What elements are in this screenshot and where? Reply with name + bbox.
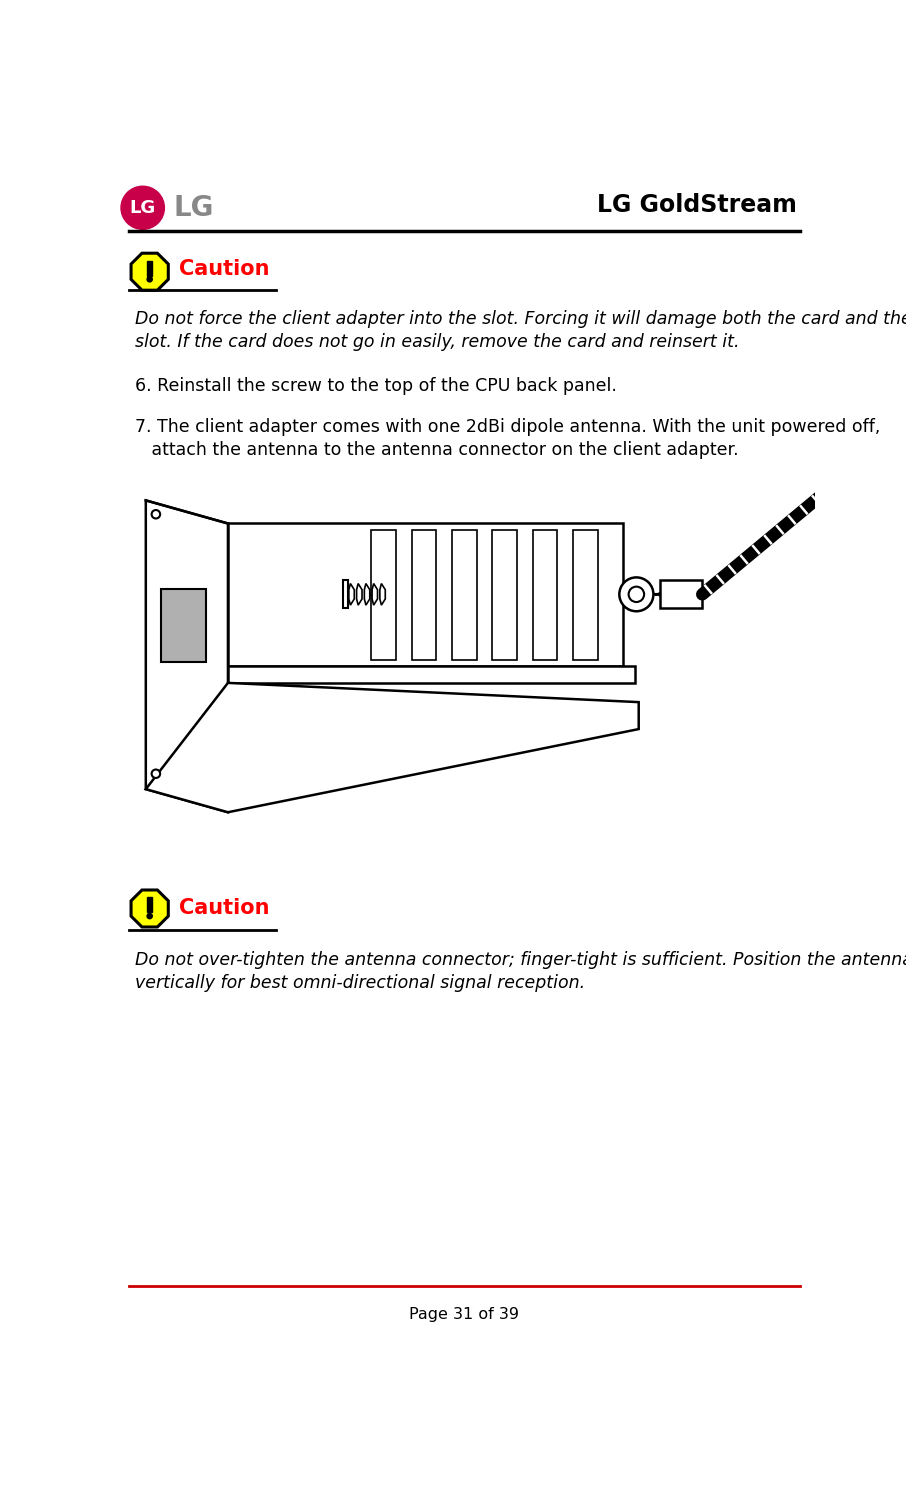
Circle shape: [147, 913, 152, 919]
Text: Caution: Caution: [179, 898, 270, 918]
Bar: [492, 529, 517, 660]
Text: Page 31 of 39: Page 31 of 39: [410, 1307, 519, 1322]
Circle shape: [620, 577, 653, 612]
Bar: [228, 666, 635, 683]
Polygon shape: [131, 253, 169, 291]
Circle shape: [121, 187, 164, 229]
Bar: [411, 529, 437, 660]
Polygon shape: [146, 683, 639, 812]
Text: vertically for best omni-directional signal reception.: vertically for best omni-directional sig…: [135, 974, 585, 992]
Circle shape: [151, 509, 160, 518]
Text: attach the antenna to the antenna connector on the client adapter.: attach the antenna to the antenna connec…: [135, 442, 738, 460]
Circle shape: [629, 586, 644, 601]
Polygon shape: [380, 583, 385, 606]
Bar: [533, 529, 557, 660]
Circle shape: [151, 770, 160, 778]
Bar: [573, 529, 598, 660]
Polygon shape: [146, 500, 228, 812]
Polygon shape: [357, 583, 362, 606]
Bar: [228, 523, 623, 666]
Text: Do not force the client adapter into the slot. Forcing it will damage both the c: Do not force the client adapter into the…: [135, 310, 906, 329]
Bar: [147, 261, 152, 276]
Text: 6. Reinstall the screw to the top of the CPU back panel.: 6. Reinstall the screw to the top of the…: [135, 377, 617, 395]
Text: Caution: Caution: [179, 259, 270, 279]
Polygon shape: [349, 583, 354, 606]
Polygon shape: [372, 583, 378, 606]
Bar: [342, 580, 348, 609]
Bar: [371, 529, 396, 660]
Text: 7. The client adapter comes with one 2dBi dipole antenna. With the unit powered : 7. The client adapter comes with one 2dB…: [135, 417, 881, 436]
Bar: [452, 529, 477, 660]
Bar: [147, 898, 152, 913]
Polygon shape: [364, 583, 370, 606]
Text: LG: LG: [174, 194, 214, 222]
Text: Do not over-tighten the antenna connector; finger-tight is sufficient. Position : Do not over-tighten the antenna connecto…: [135, 951, 906, 969]
Bar: [161, 589, 207, 662]
Text: LG: LG: [130, 199, 156, 217]
Polygon shape: [131, 891, 169, 927]
Text: LG GoldStream: LG GoldStream: [597, 193, 796, 217]
Circle shape: [147, 277, 152, 282]
Text: slot. If the card does not go in easily, remove the card and reinsert it.: slot. If the card does not go in easily,…: [135, 333, 739, 351]
Bar: [660, 580, 702, 609]
